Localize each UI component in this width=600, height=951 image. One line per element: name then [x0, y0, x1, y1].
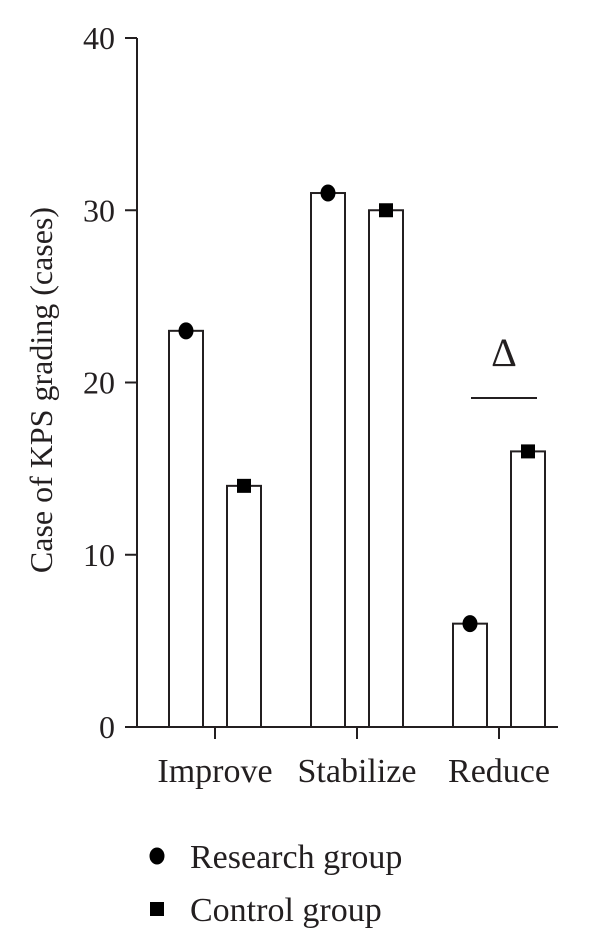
legend-label: Control group — [190, 892, 382, 929]
significance-mark: Δ — [491, 330, 517, 375]
point-control-stabilize — [379, 203, 393, 218]
legend-label: Research group — [190, 839, 402, 876]
y-axis-label: Case of KPS grading (cases) — [23, 207, 59, 573]
y-tick-label: 20 — [83, 365, 115, 401]
point-research-reduce — [462, 615, 478, 633]
x-tick-label: Stabilize — [298, 753, 417, 790]
y-tick-label: 30 — [83, 192, 115, 228]
legend-control-marker — [150, 902, 164, 916]
point-research-improve — [178, 322, 194, 340]
bars — [168, 192, 546, 729]
y-tick-label: 40 — [83, 20, 115, 56]
annotations: Δ — [471, 330, 537, 399]
y-tick-label: 10 — [83, 537, 115, 573]
bar-research-improve — [168, 329, 204, 728]
point-research-stabilize — [320, 184, 336, 202]
markers — [178, 184, 535, 633]
bar-control-stabilize — [368, 209, 404, 728]
bar-research-stabilize — [310, 192, 346, 728]
legend: Research group Control group — [149, 839, 402, 929]
axes: 0 10 20 30 40 Improve Stabilize Reduce — [83, 20, 558, 790]
legend-research-marker — [149, 847, 165, 865]
x-tick-label: Improve — [157, 753, 272, 790]
x-tick-label: Reduce — [448, 753, 550, 790]
bar-control-reduce — [510, 450, 546, 728]
point-control-improve — [237, 478, 251, 493]
bar-control-improve — [226, 484, 262, 728]
y-tick-label: 0 — [99, 709, 115, 745]
point-control-reduce — [521, 444, 535, 459]
bar-research-reduce — [452, 622, 488, 729]
